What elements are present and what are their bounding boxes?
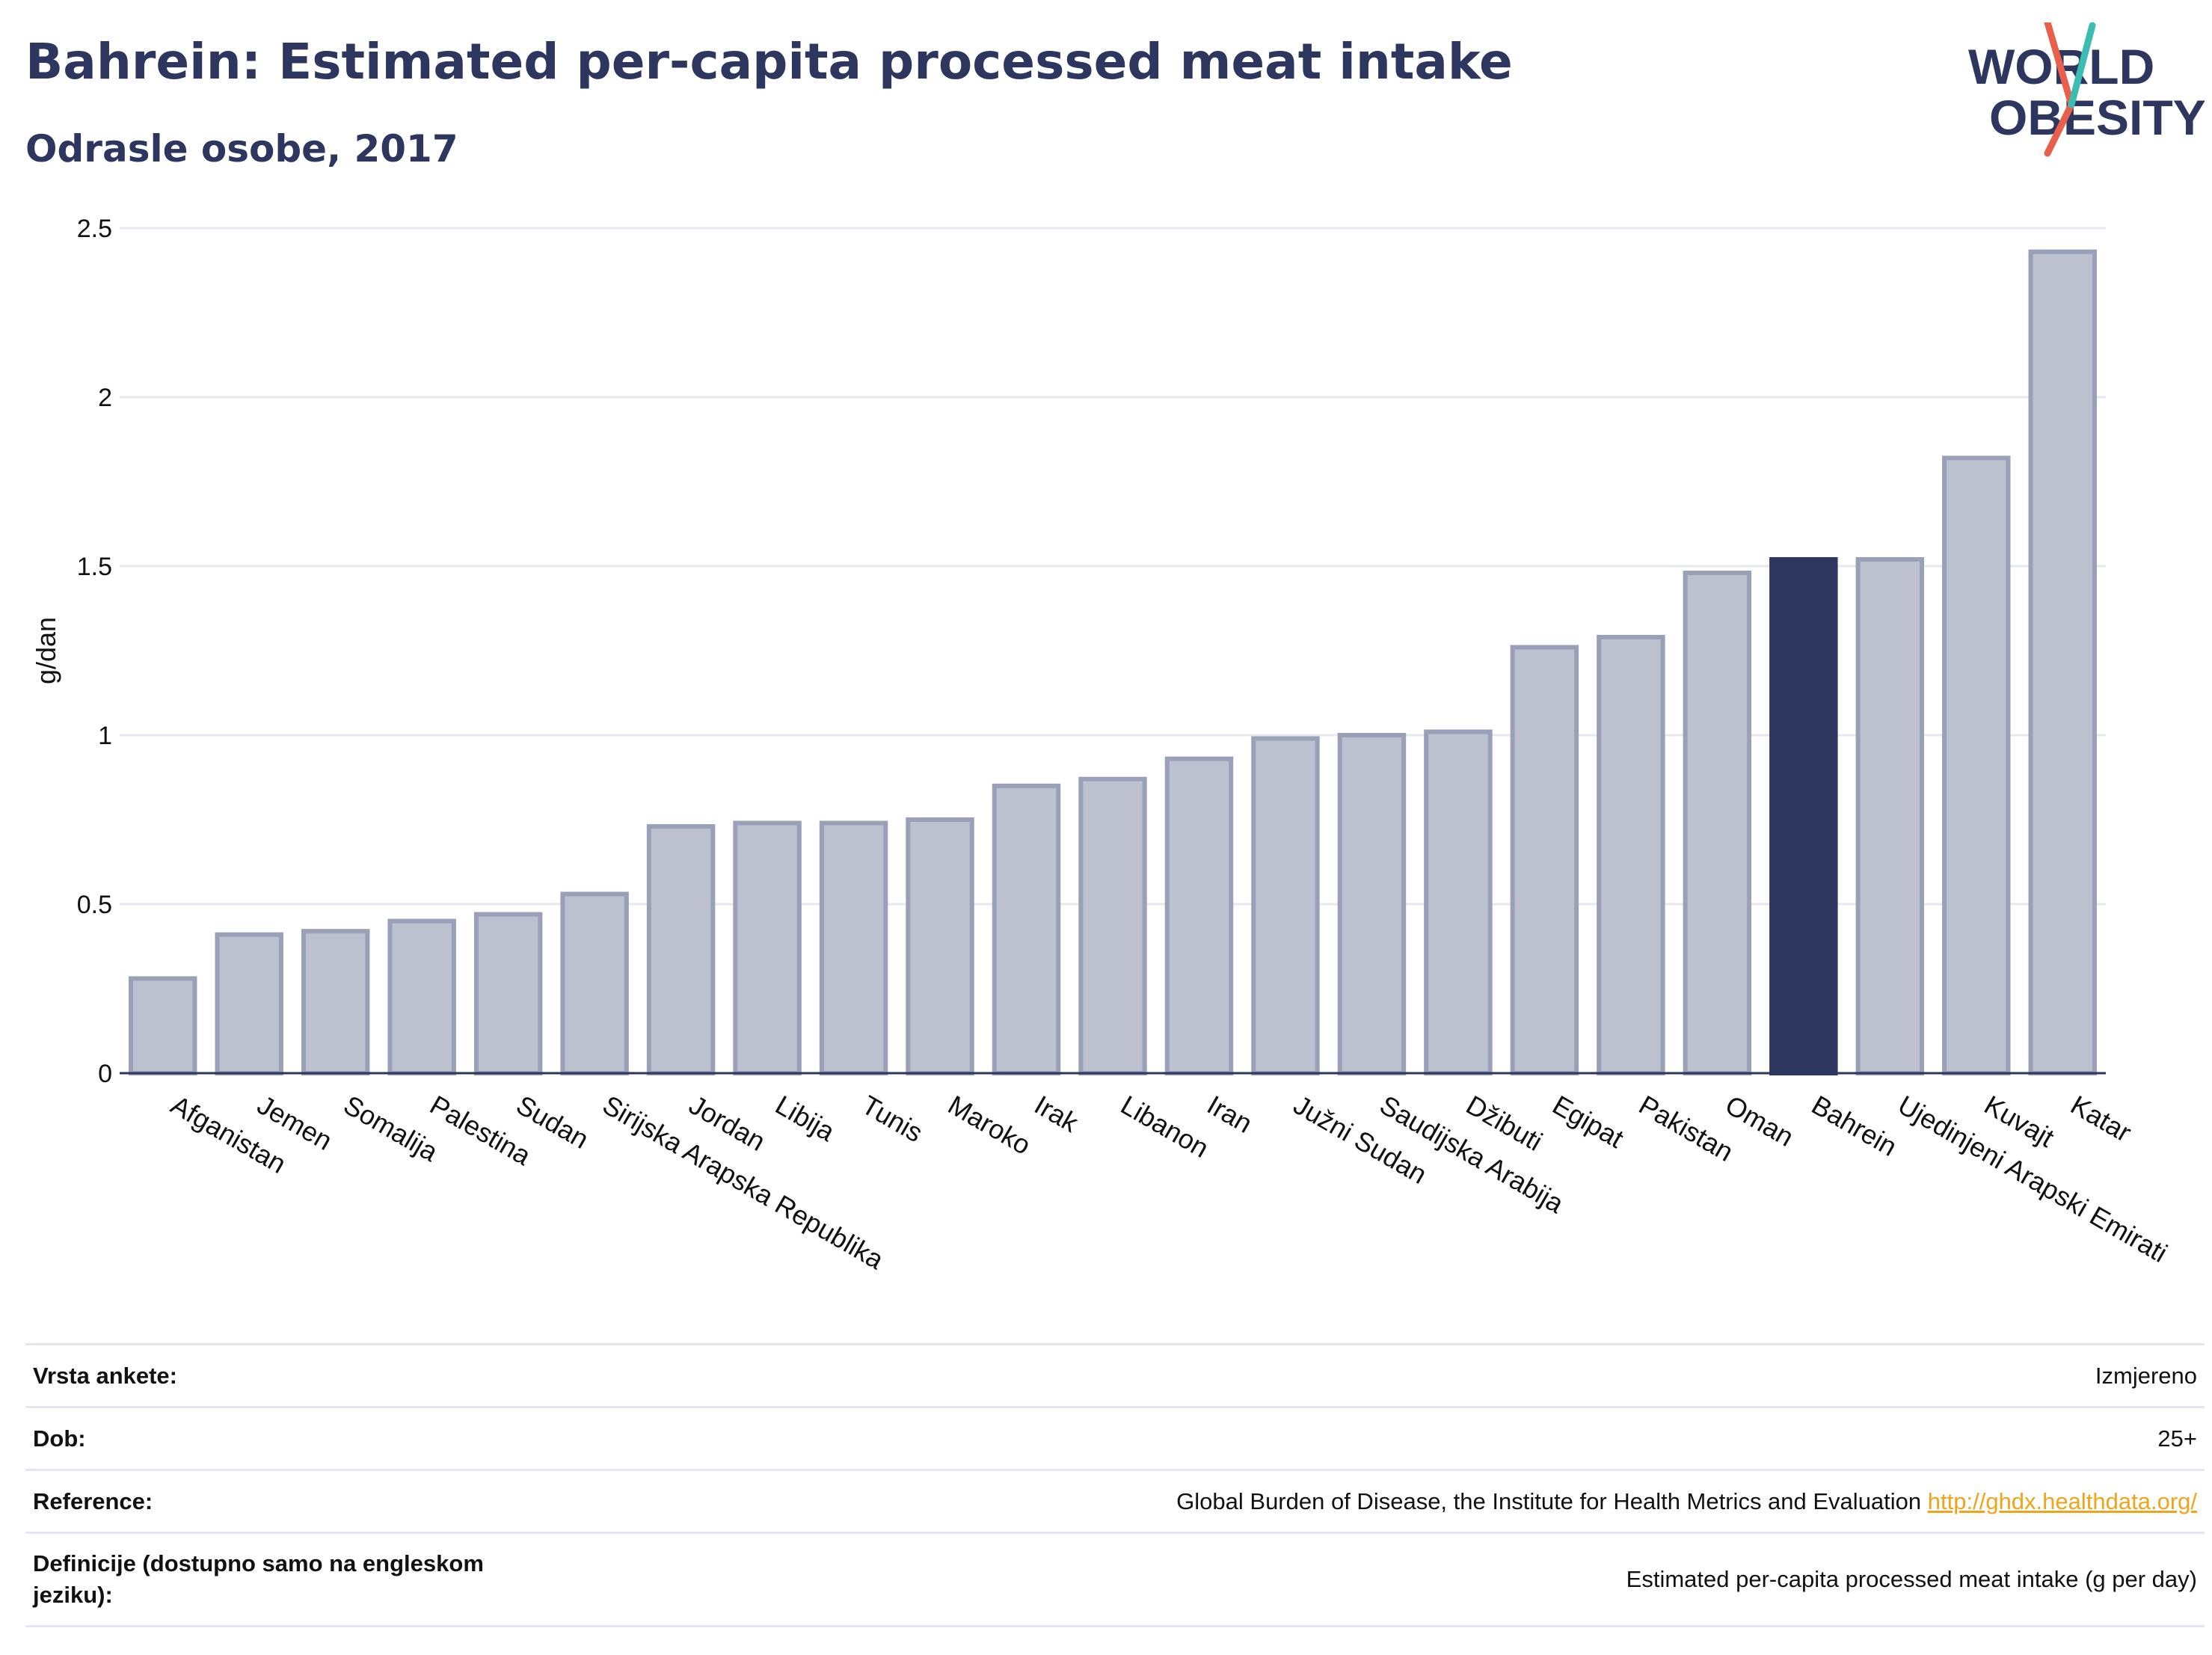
meta-row-survey-type: Vrsta ankete: Izmjereno [25, 1343, 2205, 1406]
meta-value: Global Burden of Disease, the Institute … [1176, 1488, 2197, 1515]
y-tick-label: 2 [98, 384, 112, 412]
x-tick-label: Maroko [943, 1089, 1036, 1161]
y-tick-label: 1 [98, 722, 112, 750]
chart-subtitle: Odrasle osobe, 2017 [25, 127, 458, 171]
meta-label: Definicije (dostupno samo na engleskom j… [33, 1550, 484, 1608]
chart-title: Bahrein: Estimated per-capita processed … [25, 33, 1513, 90]
meta-value: Izmjereno [2095, 1362, 2197, 1389]
x-tick-label: Katar [2065, 1089, 2136, 1148]
reference-text: Global Burden of Disease, the Institute … [1176, 1487, 1922, 1514]
bar-tunis [819, 820, 888, 1076]
meta-label: Dob: [33, 1425, 86, 1452]
y-tick-label: 0.5 [77, 891, 112, 919]
x-tick-label: Somalija [339, 1089, 444, 1167]
x-tick-label: Egipat [1547, 1089, 1629, 1154]
bar-sudan [473, 912, 543, 1076]
reference-link[interactable]: http://ghdx.healthdata.org/ [1927, 1487, 2197, 1514]
bar-jordan [646, 824, 716, 1076]
x-tick-label: Irak [1030, 1089, 1084, 1138]
bar-afganistan [129, 976, 197, 1075]
meta-value: 25+ [2157, 1425, 2197, 1452]
bar-pakistan [1597, 634, 1665, 1075]
x-tick-label: Iran [1202, 1089, 1257, 1139]
world-obesity-logo: WORLD OBESITY [1968, 22, 2206, 157]
bar-džibuti [1424, 729, 1493, 1075]
bar-palestina [387, 918, 456, 1075]
bar-iran [1164, 756, 1234, 1075]
bar-bahrein [1769, 556, 1838, 1075]
meta-row-reference: Reference: Global Burden of Disease, the… [25, 1469, 2205, 1532]
x-tick-label: Libija [770, 1089, 841, 1147]
y-axis-label: g/dan [31, 617, 61, 684]
bar-irak [992, 783, 1061, 1076]
bar-kuvajt [1942, 455, 2011, 1075]
bar-somalija [301, 929, 370, 1076]
bar-libija [733, 820, 802, 1076]
meta-row-age: Dob: 25+ [25, 1406, 2205, 1469]
metadata-table: Vrsta ankete: Izmjereno Dob: 25+ Referen… [25, 1343, 2205, 1627]
bar-katar [2028, 249, 2097, 1075]
y-tick-label: 2.5 [77, 215, 112, 243]
logo-line2: OBESITY [1989, 90, 2206, 145]
bar-egipat [1510, 645, 1579, 1075]
bar-sirijska-arapska-republika [560, 891, 629, 1075]
bar-saudijska-arabija [1337, 733, 1407, 1075]
x-tick-label: Tunis [857, 1089, 929, 1148]
bar-jemen [215, 932, 283, 1076]
meta-value: Estimated per-capita processed meat inta… [1626, 1566, 2197, 1592]
y-tick-label: 1.5 [77, 553, 112, 581]
bar-oman [1683, 571, 1752, 1075]
y-tick-label: 0 [98, 1060, 112, 1088]
meta-label: Reference: [33, 1487, 153, 1514]
bar-maroko [906, 817, 974, 1075]
x-tick-label: Libanon [1116, 1089, 1214, 1164]
bar-ujedinjeni-arapski-emirati [1855, 556, 1925, 1075]
x-tick-label: Bahrein [1807, 1089, 1902, 1162]
meta-row-definitions: Definicije (dostupno samo na engleskom j… [25, 1532, 2205, 1627]
bar-libanon [1078, 776, 1147, 1075]
meta-label: Vrsta ankete: [33, 1362, 177, 1389]
bar-južni-sudan [1251, 736, 1320, 1076]
x-tick-label: Pakistan [1634, 1089, 1739, 1167]
